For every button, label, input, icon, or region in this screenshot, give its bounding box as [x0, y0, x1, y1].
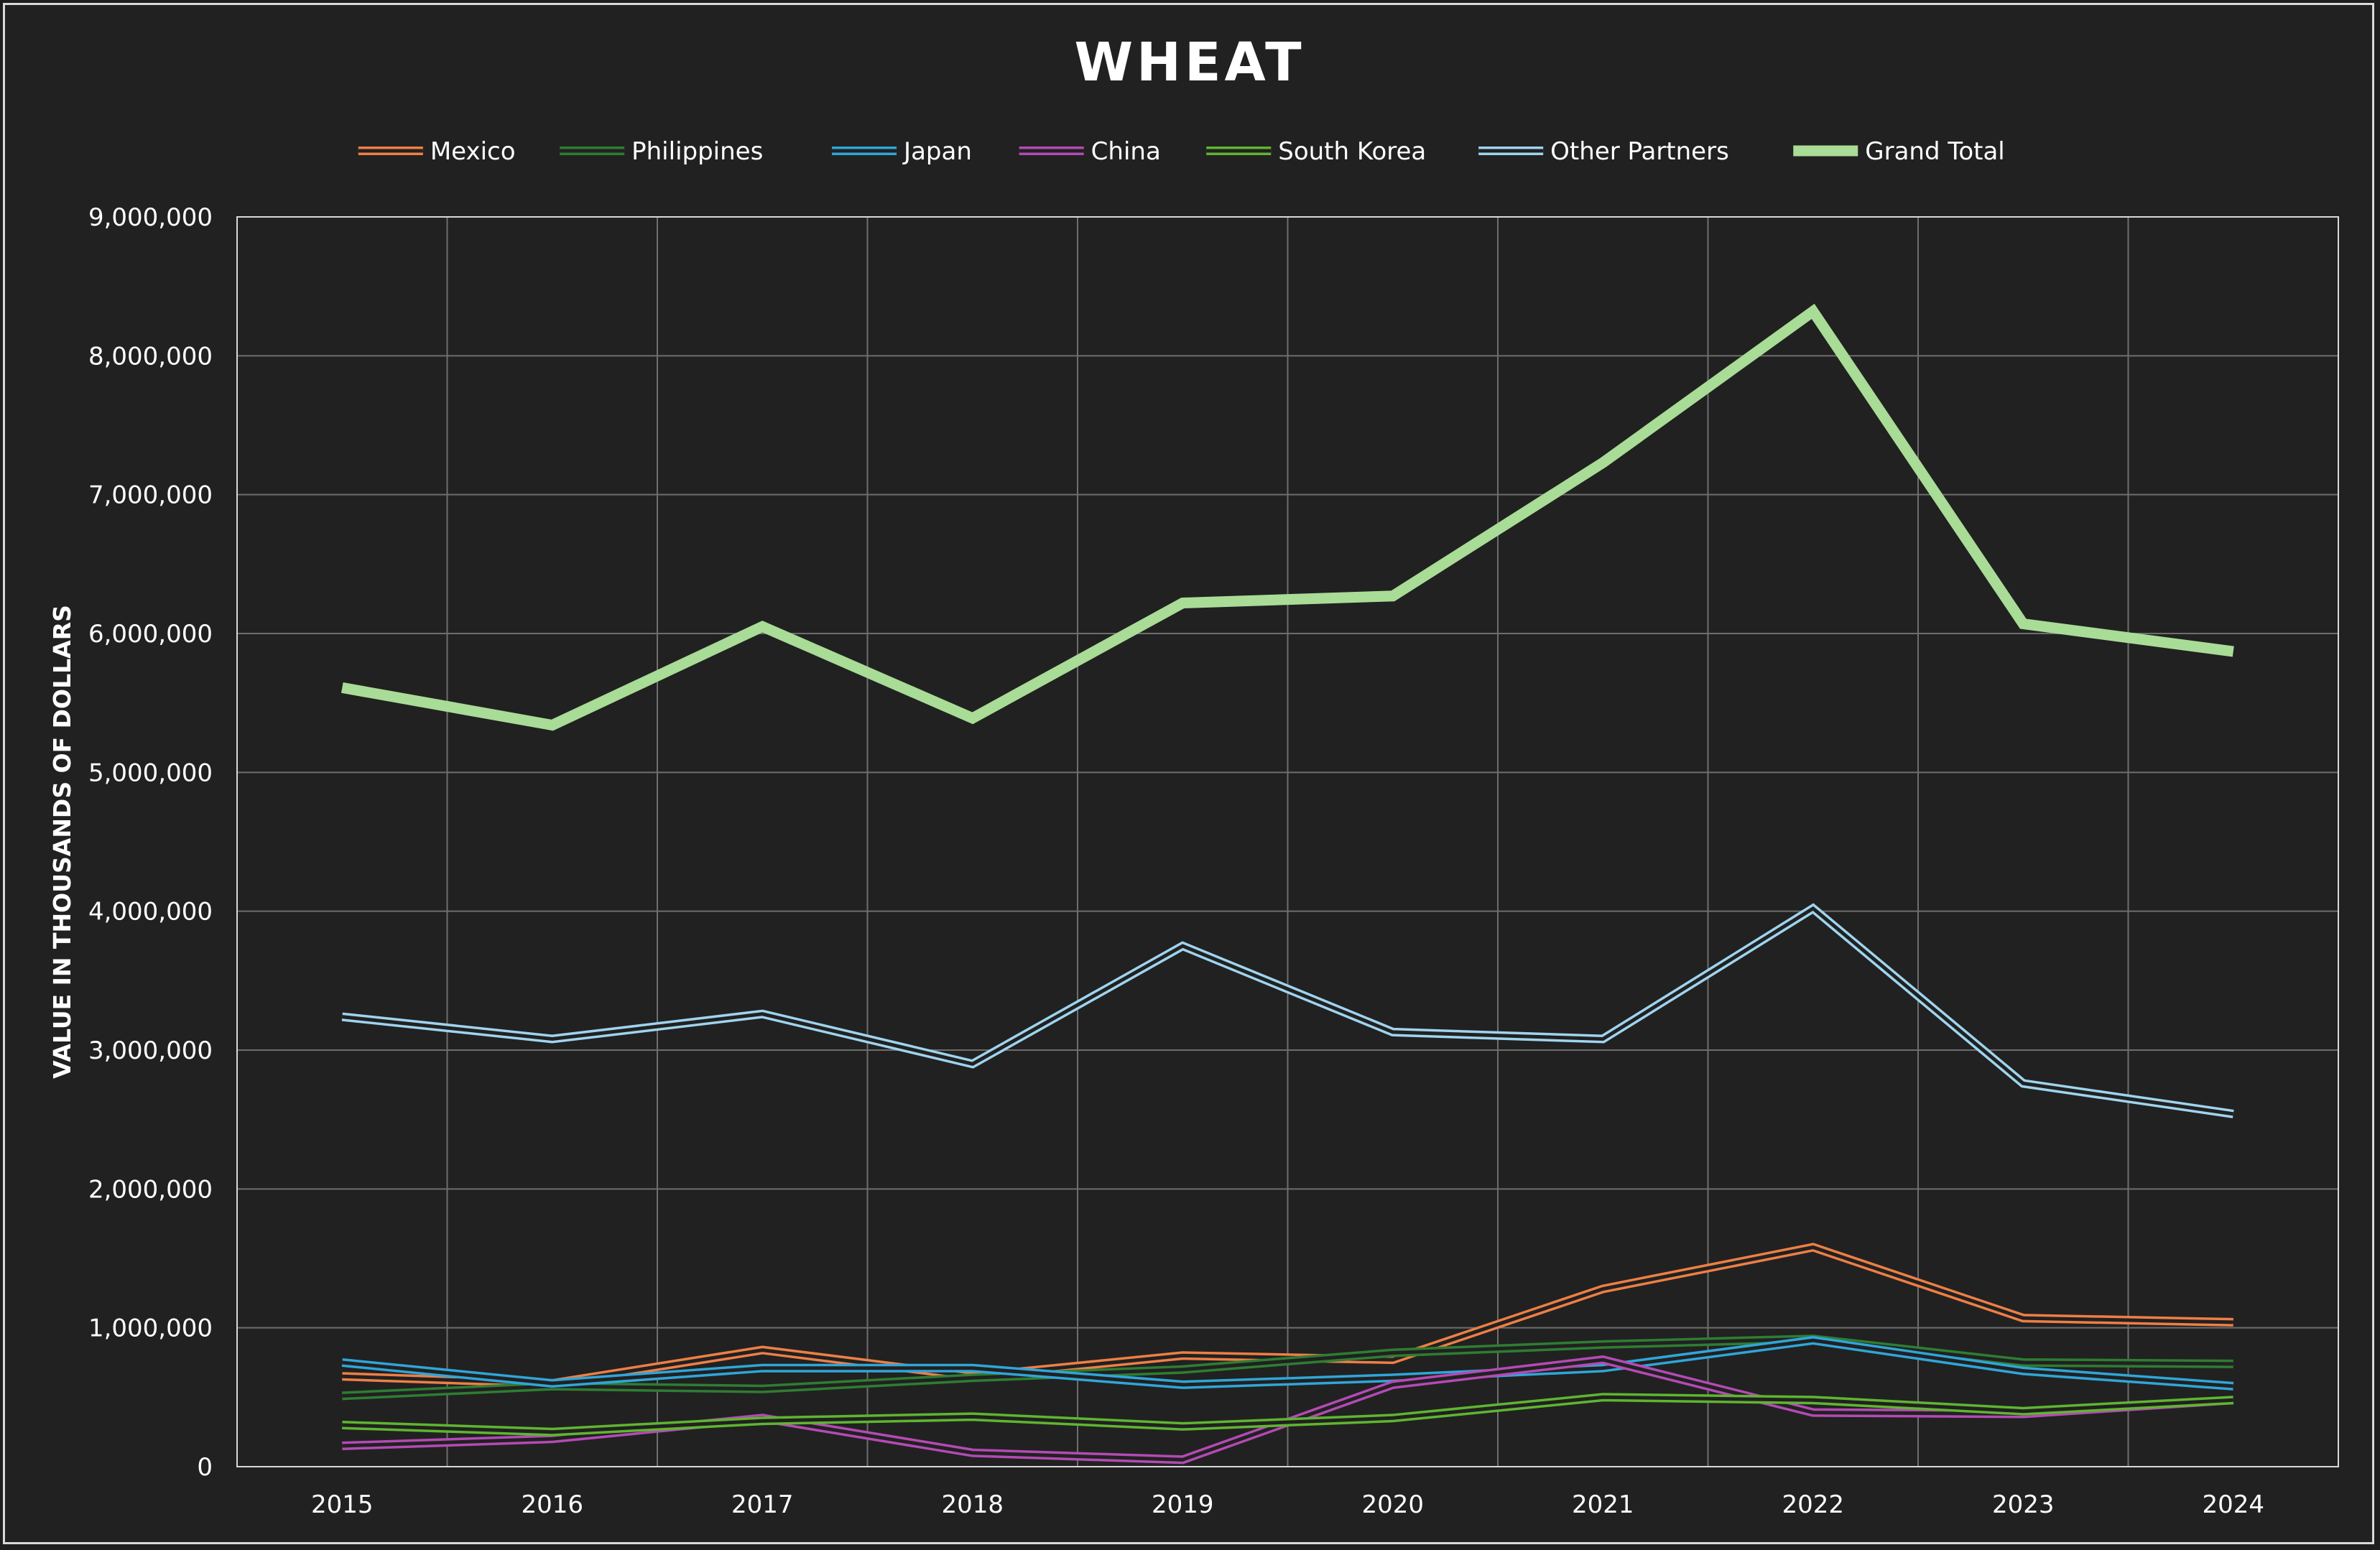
legend-label: Mexico	[430, 137, 516, 166]
y-tick-label: 1,000,000	[88, 1314, 213, 1343]
y-tick-label: 2,000,000	[88, 1175, 213, 1204]
x-tick-label: 2022	[1782, 1490, 1844, 1519]
chart-frame	[3, 3, 2374, 1544]
series-line-japan	[341, 1336, 2234, 1391]
x-tick-label: 2016	[521, 1490, 583, 1519]
legend-label: Grand Total	[1865, 137, 2005, 166]
y-tick-label: 6,000,000	[88, 620, 213, 649]
y-tick-label: 8,000,000	[88, 342, 213, 371]
legend-item-philippines: Philippines	[560, 137, 763, 166]
legend-label: Philippines	[631, 137, 763, 166]
legend-item-south-korea: South Korea	[1206, 137, 1426, 166]
y-axis-title: VALUE IN THOUSANDS OF DOLLARS	[48, 605, 76, 1079]
x-tick-label: 2021	[1572, 1490, 1634, 1519]
series-line-grand-total	[341, 303, 2234, 731]
y-tick-label: 9,000,000	[88, 203, 213, 232]
chart-legend: Mexico Philippines Japan China South Korea Ot…	[358, 137, 2005, 166]
chart-gridlines	[237, 217, 2338, 1467]
y-tick-label: 7,000,000	[88, 481, 213, 510]
legend-item-japan: Japan	[832, 137, 972, 166]
x-tick-label: 2015	[311, 1490, 374, 1519]
plot-area-border	[236, 216, 2339, 1467]
series-line-south-korea	[342, 1393, 2234, 1437]
y-tick-label: 5,000,000	[88, 758, 213, 787]
x-tick-label: 2020	[1361, 1490, 1424, 1519]
x-tick-label: 2017	[731, 1490, 794, 1519]
legend-item-mexico: Mexico	[358, 137, 516, 166]
legend-label: China	[1091, 137, 1161, 166]
legend-item-china: China	[1019, 137, 1161, 166]
x-tick-label: 2018	[941, 1490, 1004, 1519]
series-line-other-partners	[341, 903, 2234, 1118]
y-tick-label: 4,000,000	[88, 898, 213, 927]
legend-item-grand-total: Grand Total	[1793, 137, 2005, 166]
series-line-inner	[342, 1337, 2233, 1398]
y-tick-label: 0	[197, 1453, 213, 1482]
x-tick-label: 2019	[1152, 1490, 1214, 1519]
series-line-inner	[342, 906, 2234, 1116]
x-tick-label: 2024	[2202, 1490, 2264, 1519]
legend-label: Japan	[902, 137, 972, 166]
legend-label: South Korea	[1278, 137, 1426, 166]
y-tick-label: 3,000,000	[88, 1036, 213, 1065]
chart-series	[341, 303, 2234, 1465]
x-tick-label: 2023	[1992, 1490, 2055, 1519]
legend-item-other-partners: Other Partners	[1478, 137, 1729, 166]
series-line-philippines	[342, 1335, 2233, 1401]
series-line-inner	[342, 1338, 2233, 1388]
x-axis-ticks: 2015 2016 2017 2018 2019 2020 2021 2022 2023 2024	[311, 1490, 2264, 1519]
y-axis-ticks: 0 1,000,000 2,000,000 3,000,000 4,000,000 5,0…	[88, 203, 213, 1482]
chart-title: WHEAT	[1074, 32, 1305, 93]
series-line-inner	[342, 1395, 2233, 1434]
legend-label: Other Partners	[1550, 137, 1729, 166]
